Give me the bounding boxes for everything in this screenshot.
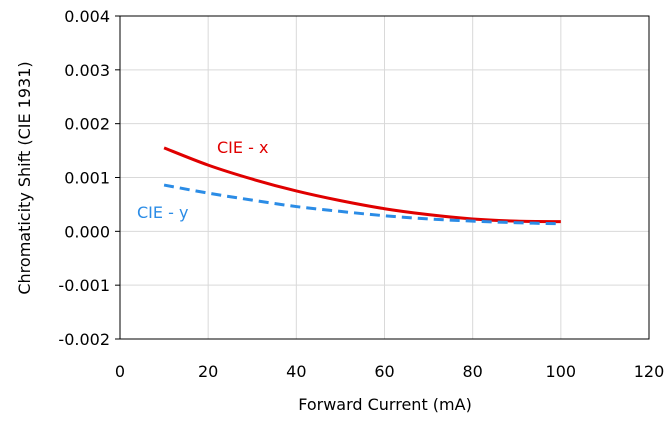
x-tick-label: 60 — [374, 362, 394, 381]
x-tick-label: 120 — [634, 362, 665, 381]
x-tick-label: 0 — [115, 362, 125, 381]
y-tick-label: -0.002 — [58, 330, 110, 349]
y-tick-label: 0.003 — [64, 61, 110, 80]
x-axis-ticks: 0 20 40 60 80 100 120 — [115, 362, 664, 381]
series-label-cie-x: CIE - x — [217, 138, 268, 157]
grid-lines — [119, 15, 650, 340]
y-axis-title: Chromaticity Shift (CIE 1931) — [15, 61, 34, 294]
y-tick-label: 0.000 — [64, 222, 110, 241]
x-tick-label: 80 — [462, 362, 482, 381]
series-line-cie-x — [163, 146, 561, 224]
x-axis-title: Forward Current (mA) — [298, 395, 472, 414]
x-tick-label: 20 — [198, 362, 218, 381]
series-line-cie-y — [163, 183, 561, 226]
series-label-cie-y: CIE - y — [137, 203, 188, 222]
y-axis-ticks: -0.002 -0.001 0.000 0.001 0.002 0.003 0.004 — [58, 7, 120, 349]
series-lines — [163, 146, 561, 226]
y-tick-label: 0.001 — [64, 169, 110, 188]
x-tick-label: 100 — [546, 362, 577, 381]
y-tick-label: -0.001 — [58, 276, 110, 295]
y-tick-label: 0.004 — [64, 7, 110, 26]
y-tick-label: 0.002 — [64, 115, 110, 134]
x-tick-label: 40 — [286, 362, 306, 381]
